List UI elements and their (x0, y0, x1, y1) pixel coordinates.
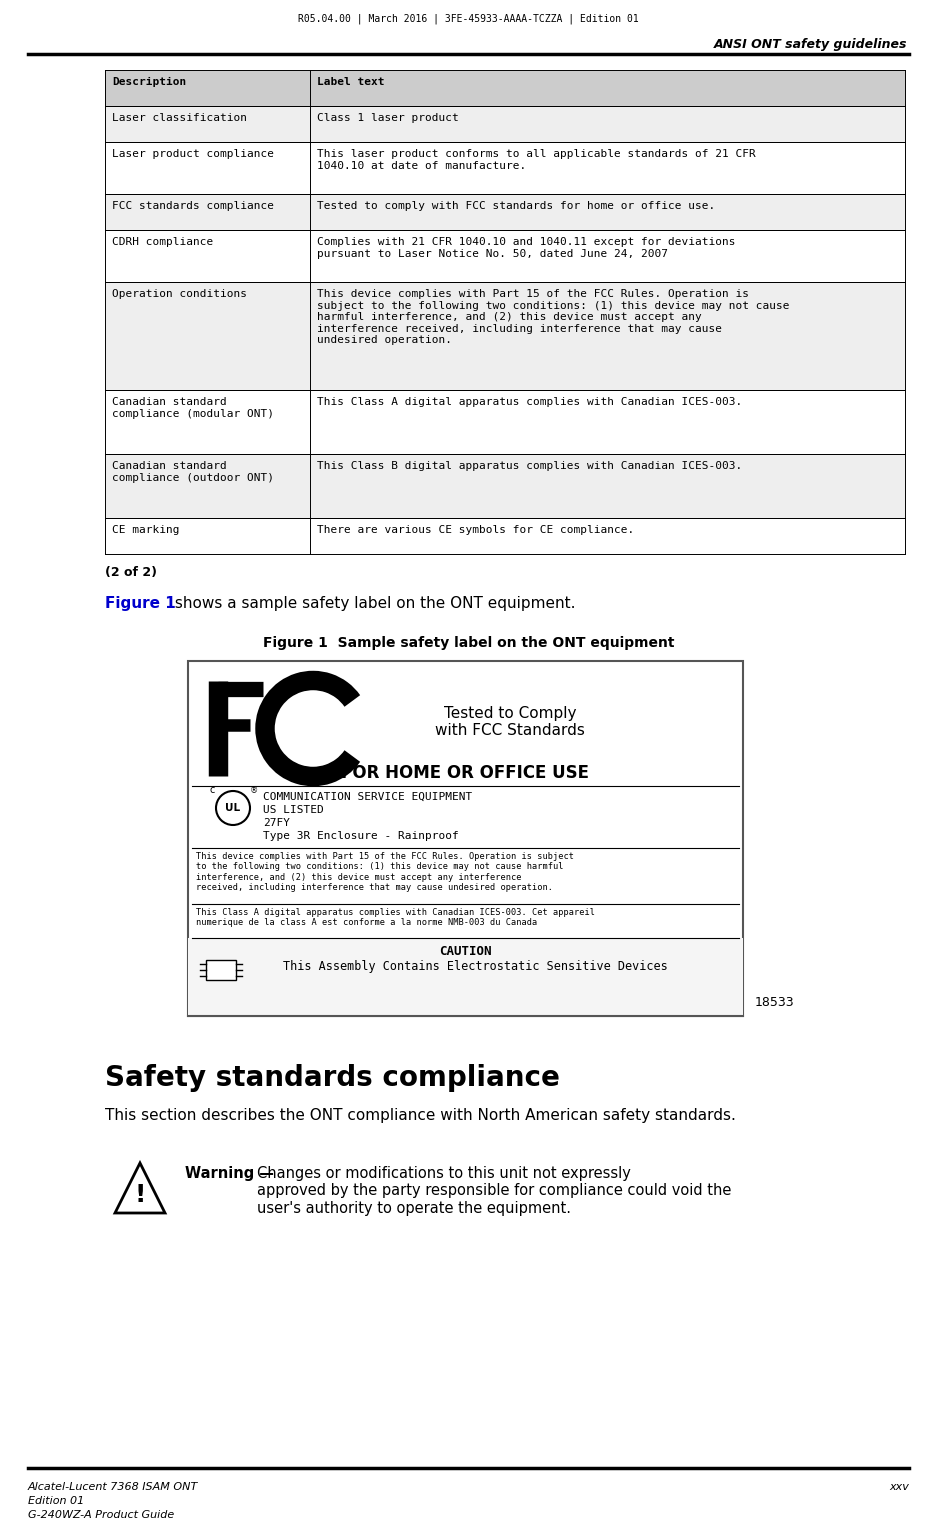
Bar (310, 230, 904, 283)
Text: This section describes the ONT compliance with North American safety standards.: This section describes the ONT complianc… (105, 1108, 735, 1123)
Text: FOR HOME OR OFFICE USE: FOR HOME OR OFFICE USE (341, 765, 589, 781)
Text: Alcatel-Lucent 7368 ISAM ONT: Alcatel-Lucent 7368 ISAM ONT (28, 1482, 198, 1493)
Text: This Class A digital apparatus complies with Canadian ICES-003. Cet appareil
num: This Class A digital apparatus complies … (196, 907, 594, 927)
Bar (105, 518, 310, 553)
Bar (310, 106, 904, 141)
Bar (310, 283, 904, 391)
Text: shows a sample safety label on the ONT equipment.: shows a sample safety label on the ONT e… (169, 596, 575, 611)
Text: G-240WZ-A Product Guide: G-240WZ-A Product Guide (28, 1509, 174, 1520)
Bar (188, 938, 742, 1015)
Text: 27FY: 27FY (263, 818, 289, 828)
Bar (310, 70, 904, 106)
Text: Canadian standard
compliance (outdoor ONT): Canadian standard compliance (outdoor ON… (112, 461, 273, 483)
Text: Warning —: Warning — (184, 1166, 279, 1181)
Bar (105, 106, 310, 141)
Text: FCC standards compliance: FCC standards compliance (112, 201, 273, 211)
Polygon shape (115, 1163, 165, 1213)
Bar (105, 141, 310, 195)
Text: This laser product conforms to all applicable standards of 21 CFR
1040.10 at dat: This laser product conforms to all appli… (316, 149, 755, 170)
Bar (310, 141, 904, 195)
Text: CAUTION: CAUTION (439, 945, 491, 958)
Text: UL: UL (226, 803, 241, 813)
Text: Type 3R Enclosure - Rainproof: Type 3R Enclosure - Rainproof (263, 831, 459, 841)
Bar (105, 391, 310, 454)
Text: US LISTED: US LISTED (263, 806, 324, 815)
Text: Laser product compliance: Laser product compliance (112, 149, 273, 160)
Bar (105, 195, 310, 230)
Text: COMMUNICATION SERVICE EQUIPMENT: COMMUNICATION SERVICE EQUIPMENT (263, 792, 472, 803)
Text: Figure 1  Sample safety label on the ONT equipment: Figure 1 Sample safety label on the ONT … (262, 635, 674, 651)
Text: There are various CE symbols for CE compliance.: There are various CE symbols for CE comp… (316, 524, 634, 535)
Text: Figure 1: Figure 1 (105, 596, 176, 611)
Text: c: c (209, 784, 214, 795)
Text: Safety standards compliance: Safety standards compliance (105, 1064, 560, 1091)
Text: CE marking: CE marking (112, 524, 180, 535)
Text: Changes or modifications to this unit not expressly
approved by the party respon: Changes or modifications to this unit no… (256, 1166, 731, 1216)
Text: Complies with 21 CFR 1040.10 and 1040.11 except for deviations
pursuant to Laser: Complies with 21 CFR 1040.10 and 1040.11… (316, 237, 735, 258)
Text: This Class B digital apparatus complies with Canadian ICES-003.: This Class B digital apparatus complies … (316, 461, 741, 471)
Bar (310, 195, 904, 230)
Bar (105, 230, 310, 283)
Text: xxv: xxv (888, 1482, 908, 1493)
Text: Description: Description (112, 78, 186, 87)
Text: ANSI ONT safety guidelines: ANSI ONT safety guidelines (712, 38, 906, 52)
Text: R05.04.00 | March 2016 | 3FE-45933-AAAA-TCZZA | Edition 01: R05.04.00 | March 2016 | 3FE-45933-AAAA-… (298, 14, 638, 24)
Text: with FCC Standards: with FCC Standards (434, 724, 584, 739)
Text: Edition 01: Edition 01 (28, 1496, 84, 1506)
Bar (310, 518, 904, 553)
Text: (2 of 2): (2 of 2) (105, 565, 157, 579)
Text: This Assembly Contains Electrostatic Sensitive Devices: This Assembly Contains Electrostatic Sen… (283, 961, 667, 973)
Text: This device complies with Part 15 of the FCC Rules. Operation is subject
to the : This device complies with Part 15 of the… (196, 853, 574, 892)
Text: Class 1 laser product: Class 1 laser product (316, 112, 459, 123)
Text: Tested to comply with FCC standards for home or office use.: Tested to comply with FCC standards for … (316, 201, 714, 211)
Bar (310, 454, 904, 518)
Text: Label text: Label text (316, 78, 384, 87)
Text: 18533: 18533 (754, 996, 794, 1009)
Text: This Class A digital apparatus complies with Canadian ICES-003.: This Class A digital apparatus complies … (316, 397, 741, 407)
Bar (310, 391, 904, 454)
Bar (206, 961, 236, 980)
Text: Operation conditions: Operation conditions (112, 289, 247, 299)
Text: Tested to Comply: Tested to Comply (443, 705, 576, 720)
Circle shape (216, 790, 250, 825)
Bar (188, 661, 742, 1015)
Text: !: ! (134, 1184, 145, 1207)
Text: ®: ® (250, 786, 257, 795)
Bar (105, 70, 310, 106)
Text: CDRH compliance: CDRH compliance (112, 237, 213, 246)
Text: Canadian standard
compliance (modular ONT): Canadian standard compliance (modular ON… (112, 397, 273, 418)
Text: This device complies with Part 15 of the FCC Rules. Operation is
subject to the : This device complies with Part 15 of the… (316, 289, 789, 345)
Text: Laser classification: Laser classification (112, 112, 247, 123)
Bar (105, 454, 310, 518)
Bar (105, 283, 310, 391)
